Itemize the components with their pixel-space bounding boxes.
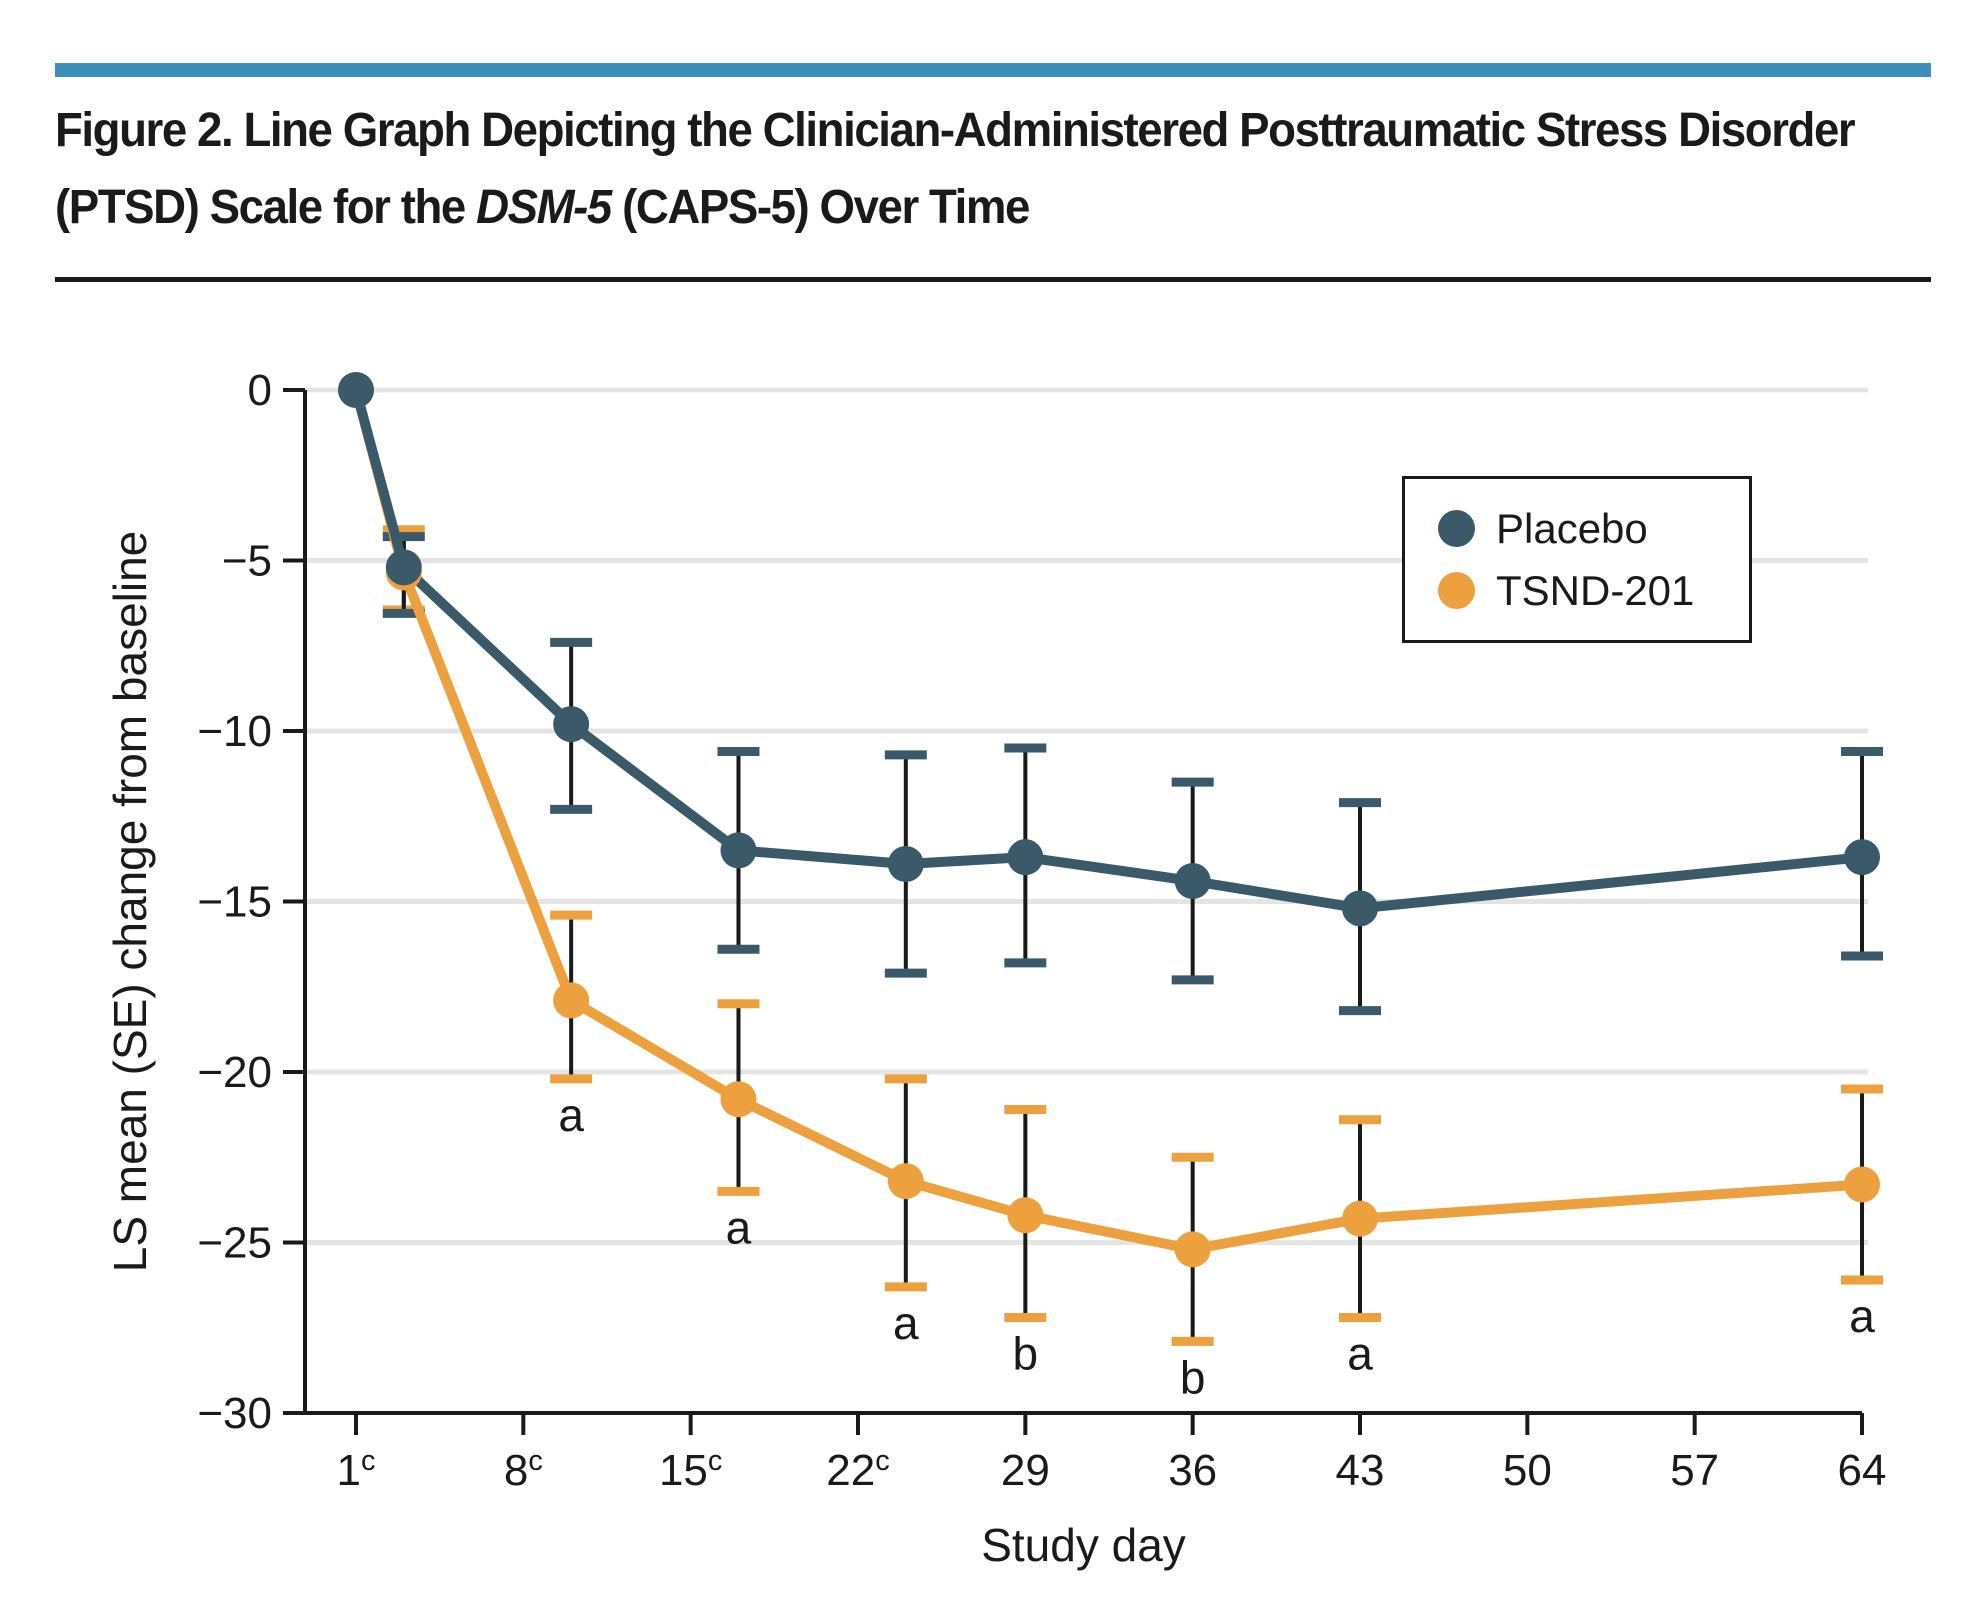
data-point-placebo [338, 372, 374, 408]
data-point-placebo [1174, 863, 1211, 900]
y-tick-label: −20 [197, 1048, 272, 1097]
y-tick-label: 0 [248, 366, 272, 415]
data-point-tsnd-201 [1007, 1197, 1044, 1234]
data-point-placebo [887, 845, 924, 882]
figure-title-suffix: (CAPS-5) Over Time [610, 181, 1030, 234]
x-tick-label: 8c [504, 1445, 543, 1495]
data-point-tsnd-201 [887, 1163, 924, 1200]
x-tick-label: 36 [1168, 1446, 1217, 1495]
legend-label-tsnd: TSND-201 [1496, 566, 1695, 614]
data-point-placebo [1342, 890, 1379, 927]
x-tick-label: 64 [1838, 1446, 1887, 1495]
x-tick-label: 22c [826, 1445, 889, 1495]
series-line-placebo [351, 385, 1868, 914]
legend-item-tsnd: TSND-201 [1405, 567, 1749, 615]
data-point-tsnd-201 [1844, 1166, 1881, 1203]
significance-letter: a [1849, 1290, 1875, 1342]
data-point-tsnd-201 [720, 1081, 757, 1118]
figure-title-italic: DSM-5 [476, 181, 612, 234]
x-tick-label: 57 [1670, 1446, 1719, 1495]
x-tick-label: 29 [1001, 1446, 1050, 1495]
chart-legend: Placebo TSND-201 [1402, 476, 1752, 643]
data-point-placebo [553, 706, 590, 743]
significance-letter: b [1180, 1351, 1206, 1403]
placebo-dot-icon [1438, 510, 1475, 547]
significance-letter: a [893, 1297, 919, 1349]
significance-letter: a [1347, 1328, 1373, 1380]
significance-letter: b [1013, 1328, 1039, 1380]
figure-title-prefix: Figure 2. Line Graph Depicting the Clini… [55, 104, 1856, 234]
data-point-placebo [1844, 839, 1881, 876]
legend-item-placebo: Placebo [1405, 505, 1749, 553]
tsnd-dot-icon [1438, 572, 1475, 609]
x-tick-label: 15c [659, 1445, 722, 1495]
header-accent-bar [55, 63, 1931, 77]
significance-letter: a [558, 1089, 584, 1141]
data-point-placebo [385, 549, 422, 586]
x-tick-label: 50 [1503, 1446, 1552, 1495]
x-tick-label: 1c [337, 1445, 376, 1495]
x-tick-label: 43 [1336, 1446, 1385, 1495]
y-tick-label: −25 [197, 1219, 272, 1268]
data-point-placebo [1007, 839, 1044, 876]
data-point-tsnd-201 [553, 982, 590, 1019]
y-tick-label: −5 [222, 537, 272, 586]
y-tick-label: −10 [197, 707, 272, 756]
title-divider-rule [55, 277, 1931, 282]
y-axis-title: LS mean (SE) change from baseline [104, 531, 156, 1273]
legend-label-placebo: Placebo [1496, 504, 1648, 552]
data-point-placebo [720, 832, 757, 869]
x-axis-title: Study day [981, 1519, 1186, 1571]
y-tick-label: −15 [197, 878, 272, 927]
figure-title: Figure 2. Line Graph Depicting the Clini… [55, 92, 1860, 246]
data-point-tsnd-201 [1342, 1200, 1379, 1237]
significance-letter: a [726, 1201, 752, 1253]
data-point-tsnd-201 [1174, 1231, 1211, 1268]
y-tick-label: −30 [197, 1389, 272, 1438]
